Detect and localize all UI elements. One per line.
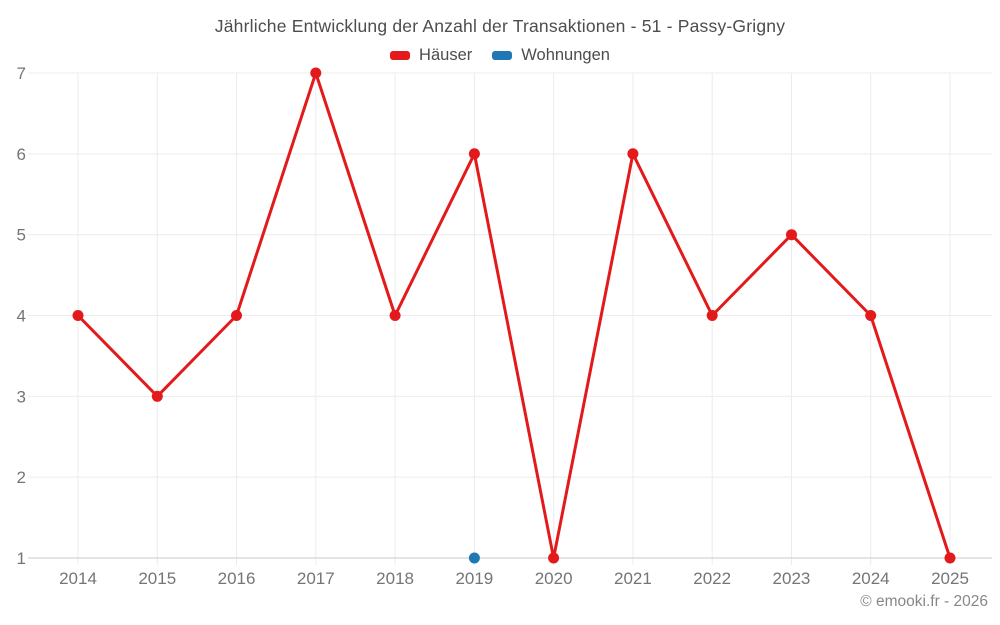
legend: Häuser Wohnungen [0,46,1000,65]
y-axis-tick-label: 5 [17,226,26,245]
x-axis-tick-label: 2021 [614,569,652,588]
data-point-häuser-2025 [944,552,956,564]
y-axis-tick-label: 2 [17,468,26,487]
data-point-häuser-2018 [389,310,401,321]
data-point-häuser-2015 [151,390,163,402]
y-axis-tick-label: 1 [17,549,26,568]
data-point-häuser-2022 [706,310,718,321]
data-point-häuser-2017 [310,67,322,79]
x-axis-tick-label: 2015 [138,569,176,588]
copyright: © emooki.fr - 2026 [860,593,988,610]
chart-title: Jährliche Entwicklung der Anzahl der Tra… [214,16,786,36]
data-point-häuser-2014 [72,310,84,321]
x-axis-tick-label: 2019 [455,569,493,588]
legend-item-haeuser: Häuser [390,46,472,65]
x-axis-tick-label: 2023 [773,569,811,588]
y-axis-tick-label: 6 [17,145,26,164]
x-axis-tick-label: 2016 [218,569,256,588]
data-point-häuser-2024 [865,310,877,321]
data-point-häuser-2023 [786,229,797,241]
data-point-häuser-2019 [468,148,480,160]
data-point-häuser-2016 [231,310,242,321]
y-axis-tick-label: 3 [17,387,26,406]
legend-swatch-wohnungen [492,51,513,60]
x-axis-tick-label: 2022 [693,569,731,588]
data-point-häuser-2021 [627,148,639,160]
y-axis-tick-label: 7 [17,64,26,83]
x-axis-tick-label: 2025 [931,569,969,588]
legend-label-wohnungen: Wohnungen [521,46,610,64]
data-point-häuser-2020 [548,552,560,564]
x-axis-tick-label: 2018 [376,569,414,588]
x-axis-tick-label: 2020 [535,569,573,588]
data-point-wohnungen-2019 [468,552,480,564]
x-axis-tick-label: 2024 [852,569,890,588]
series-line-häuser [76,71,952,560]
x-axis-tick-label: 2017 [297,569,335,588]
legend-item-wohnungen: Wohnungen [492,46,610,65]
legend-label-haeuser: Häuser [419,46,473,64]
y-axis-tick-label: 4 [17,307,26,326]
x-axis-tick-label: 2014 [59,569,97,588]
legend-swatch-haeuser [390,51,411,60]
